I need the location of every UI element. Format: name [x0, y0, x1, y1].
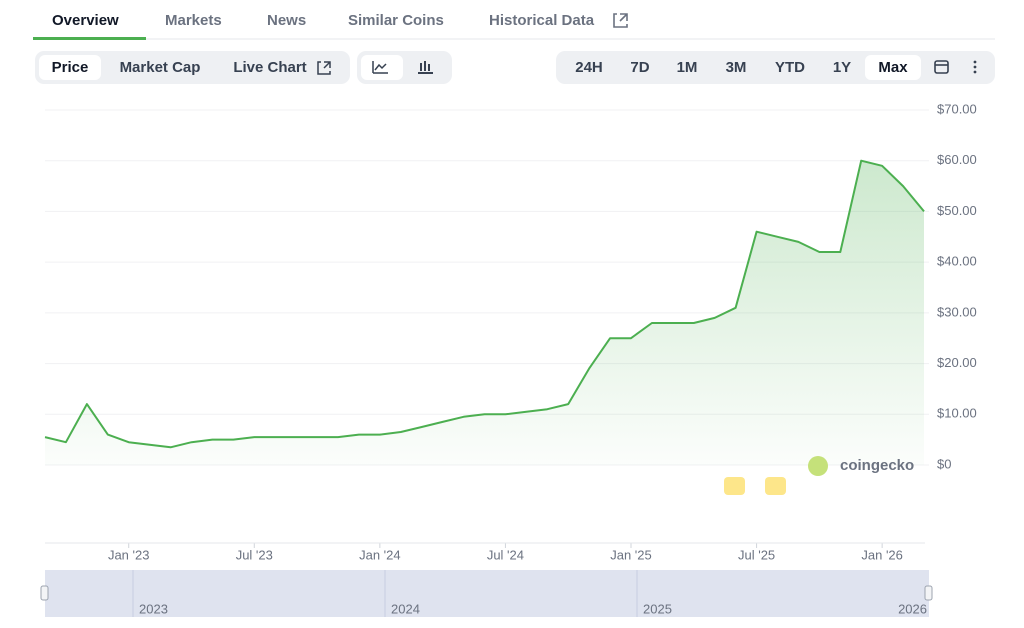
more-icon [973, 70, 977, 74]
watermark: coingecko [840, 457, 914, 474]
x-tick-label: Jul '24 [487, 547, 524, 562]
button-group [35, 51, 350, 84]
line-chart-icon [372, 61, 388, 74]
event-marker[interactable] [765, 477, 786, 495]
range-button[interactable]: 1Y [833, 59, 851, 76]
tab[interactable]: Historical Data [489, 12, 595, 29]
range-button[interactable]: Max [878, 59, 908, 76]
range-button[interactable]: 1M [677, 59, 698, 76]
price-line [44, 159, 925, 449]
view-button[interactable]: Live Chart [233, 59, 306, 76]
tab[interactable]: Overview [52, 12, 119, 29]
range-button[interactable]: 7D [630, 59, 649, 76]
tab[interactable]: Similar Coins [348, 12, 444, 29]
x-tick-label: Jul '25 [738, 547, 775, 562]
x-tick-label: Jan '25 [610, 547, 652, 562]
y-tick-label: $70.00 [937, 101, 977, 116]
event-marker[interactable] [724, 477, 745, 495]
price-area [45, 160, 924, 465]
navigator[interactable] [45, 570, 929, 617]
tab[interactable]: News [267, 12, 306, 29]
y-tick-label: $50.00 [937, 203, 977, 218]
navigator-handle[interactable] [40, 585, 49, 601]
y-tick-label: $20.00 [937, 355, 977, 370]
navigator-label: 2025 [643, 601, 672, 616]
selected-button [39, 55, 101, 80]
tab-underline [33, 37, 146, 40]
x-tick-label: Jan '26 [861, 547, 903, 562]
navigator-label: 2026 [898, 601, 927, 616]
y-tick-label: $10.00 [937, 406, 977, 421]
navigator-label: 2023 [139, 601, 168, 616]
x-tick-label: Jan '23 [108, 547, 150, 562]
view-button[interactable]: Market Cap [120, 59, 201, 76]
range-button[interactable]: 3M [726, 59, 747, 76]
external-icon [613, 13, 628, 28]
selected-button [865, 55, 921, 80]
navigator-label: 2024 [391, 601, 420, 616]
range-button[interactable]: 24H [575, 59, 603, 76]
more-icon[interactable] [973, 60, 977, 64]
y-tick-label: $30.00 [937, 304, 977, 319]
calendar-icon[interactable] [934, 60, 949, 74]
range-button[interactable]: YTD [775, 59, 805, 76]
plot [44, 159, 925, 465]
view-button[interactable]: Price [52, 59, 89, 76]
external-icon [317, 61, 331, 75]
y-tick-label: $0 [937, 456, 951, 471]
x-tick-label: Jul '23 [236, 547, 273, 562]
y-tick-label: $60.00 [937, 152, 977, 167]
y-tick-label: $40.00 [937, 254, 977, 269]
more-icon [973, 65, 977, 69]
candle-chart-icon[interactable] [418, 61, 433, 74]
tab[interactable]: Markets [165, 12, 222, 29]
x-tick-label: Jan '24 [359, 547, 401, 562]
watermark-logo [808, 456, 828, 476]
navigator-handle[interactable] [924, 585, 933, 601]
